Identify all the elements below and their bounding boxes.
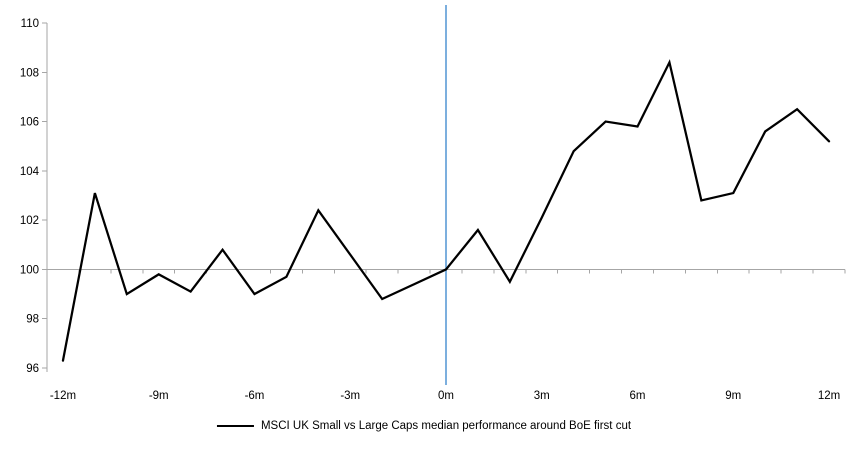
y-axis-label: 104 [20, 166, 40, 178]
chart-legend: MSCI UK Small vs Large Caps median perfo… [216, 419, 632, 433]
y-axis-label: 106 [20, 117, 39, 129]
y-axis-label: 98 [26, 314, 39, 326]
y-axis-label: 102 [20, 215, 39, 227]
x-axis-label: 3m [534, 390, 550, 402]
x-axis-label: 9m [725, 390, 741, 402]
x-axis-label: -12m [50, 390, 76, 402]
x-axis-label: 6m [630, 390, 646, 402]
x-axis-label: -6m [245, 390, 265, 402]
x-axis-label: -3m [340, 390, 360, 402]
x-axis-label: 0m [438, 390, 454, 402]
y-axis-label: 100 [20, 264, 39, 276]
legend-line-swatch [216, 425, 254, 427]
x-axis-label: 12m [818, 390, 840, 402]
y-axis-label: 108 [20, 67, 39, 79]
data-line [61, 59, 831, 362]
y-axis-label: 96 [26, 363, 39, 375]
legend-label: MSCI UK Small vs Large Caps median perfo… [260, 420, 632, 432]
y-axis-label: 110 [21, 18, 39, 30]
x-axis-label: -9m [149, 390, 169, 402]
